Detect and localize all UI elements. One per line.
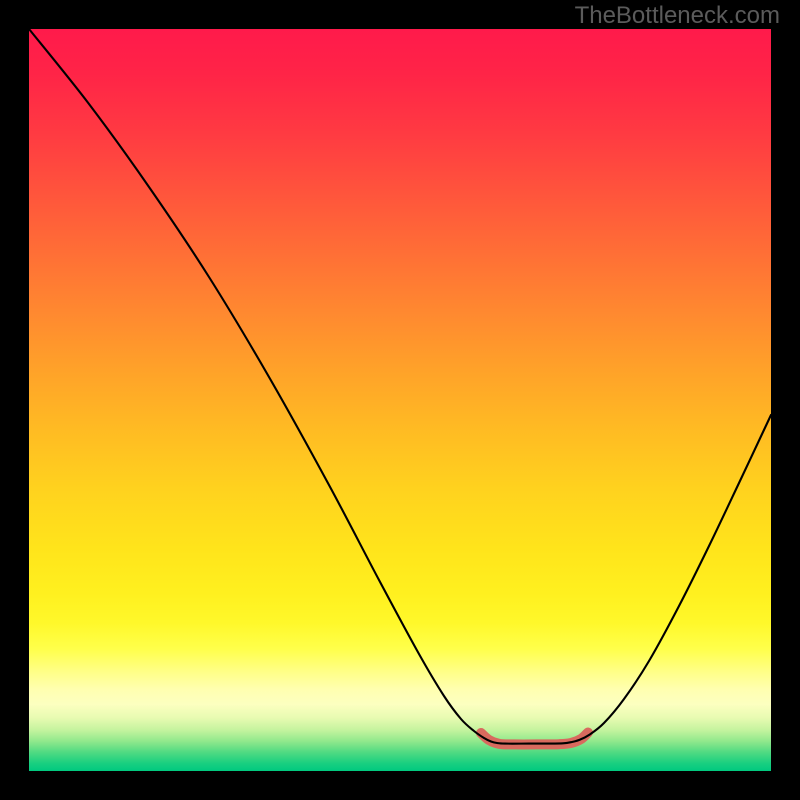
chart-frame [29, 29, 771, 771]
watermark-text: TheBottleneck.com [575, 2, 780, 30]
